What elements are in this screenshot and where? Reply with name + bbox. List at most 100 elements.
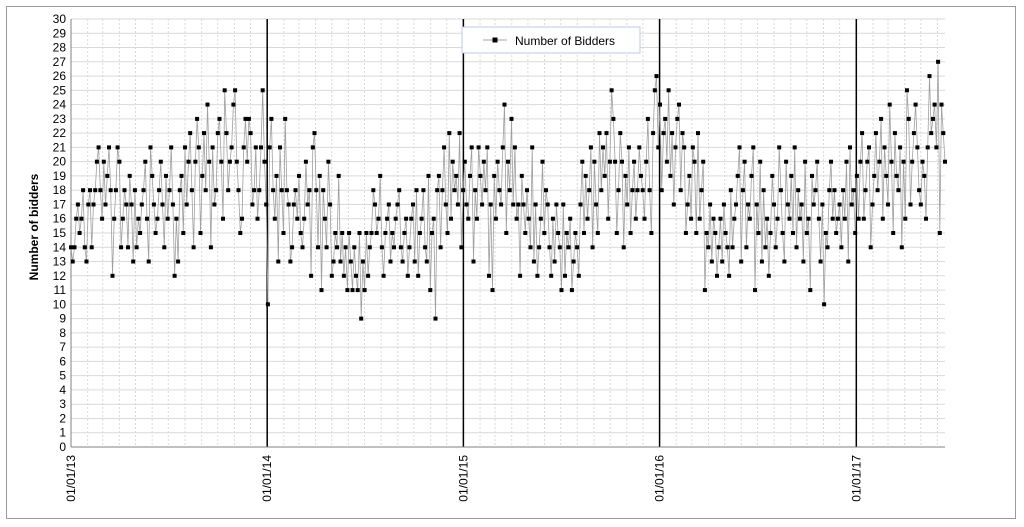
series-point <box>393 216 398 221</box>
series-point <box>89 245 94 250</box>
series-point <box>848 145 852 150</box>
series-point <box>525 188 529 193</box>
series-point <box>580 159 585 164</box>
series-point <box>105 173 110 178</box>
series-point <box>651 131 656 136</box>
x-tick-label: 01/01/15 <box>456 455 470 502</box>
series-point <box>162 245 167 250</box>
series-point <box>117 159 122 164</box>
series-point <box>625 202 630 207</box>
series-point <box>734 202 738 207</box>
series-point <box>183 145 187 150</box>
series-point <box>198 231 203 235</box>
series-point <box>445 231 450 235</box>
series-point <box>523 231 528 235</box>
series-point <box>435 188 440 193</box>
y-tick-label: 14 <box>53 240 67 254</box>
series-point <box>340 231 345 235</box>
series-point <box>131 259 136 264</box>
series-point <box>649 231 654 235</box>
series-point <box>94 159 99 164</box>
series-point <box>659 188 664 193</box>
y-tick-label: 3 <box>59 397 66 411</box>
series-point <box>943 159 947 164</box>
series-point <box>293 188 298 193</box>
series-points <box>69 59 947 321</box>
series-point <box>504 231 509 235</box>
series-point <box>844 159 849 164</box>
series-point <box>376 216 381 221</box>
series-point <box>569 288 574 293</box>
series-point <box>485 145 490 150</box>
series-point <box>297 173 301 178</box>
series-point <box>236 188 241 193</box>
series-point <box>683 231 688 235</box>
series-point <box>155 216 160 221</box>
series-point <box>587 188 592 193</box>
series-point <box>720 259 725 264</box>
series-point <box>549 273 554 278</box>
series-point <box>877 159 882 164</box>
series-point <box>379 245 384 250</box>
series-point <box>846 259 851 264</box>
series-point <box>721 202 726 207</box>
series-point <box>727 273 732 278</box>
series-point <box>272 216 277 221</box>
series-point <box>350 288 355 293</box>
series-point <box>685 202 690 207</box>
series-point <box>694 231 699 235</box>
series-point <box>321 188 326 193</box>
series-point <box>770 173 775 178</box>
series-point <box>742 159 747 164</box>
series-point <box>652 88 657 93</box>
series-point <box>851 188 856 193</box>
series-point <box>889 159 894 164</box>
series-point <box>450 159 455 164</box>
series-point <box>260 88 265 93</box>
series-point <box>618 131 623 136</box>
series-point <box>300 245 305 250</box>
series-point <box>858 159 863 164</box>
series-point <box>122 188 127 193</box>
series-point <box>303 159 308 164</box>
series-point <box>699 188 704 193</box>
y-tick-label: 12 <box>53 269 67 283</box>
series-point <box>689 216 694 221</box>
series-point <box>217 116 222 121</box>
series-point <box>706 245 711 250</box>
series-point <box>863 188 868 193</box>
series-point <box>611 116 616 121</box>
series-point <box>207 159 212 164</box>
series-point <box>141 188 146 193</box>
series-point <box>937 231 942 235</box>
series-point <box>357 231 362 235</box>
series-point <box>367 245 372 250</box>
series-point <box>906 116 911 121</box>
series-point <box>559 288 564 293</box>
y-tick-label: 23 <box>53 112 67 126</box>
series-point <box>265 302 270 307</box>
series-point <box>633 216 638 221</box>
series-point <box>761 188 766 193</box>
series-point <box>678 188 683 193</box>
series-point <box>732 216 737 221</box>
series-point <box>371 188 376 193</box>
series-point <box>544 188 548 193</box>
series-point <box>512 145 517 150</box>
series-point <box>402 231 407 235</box>
series-point <box>193 159 198 164</box>
series-point <box>404 216 409 221</box>
series-point <box>915 145 920 150</box>
series-point <box>747 216 752 221</box>
series-point <box>474 216 479 221</box>
series-point <box>74 216 79 221</box>
series-point <box>896 188 901 193</box>
series-point <box>645 116 650 121</box>
series-point <box>658 102 662 107</box>
series-point <box>796 188 801 193</box>
series-point <box>870 202 875 207</box>
series-point <box>160 202 165 207</box>
series-point <box>918 202 923 207</box>
series-point <box>677 102 681 107</box>
series-point <box>438 245 443 250</box>
